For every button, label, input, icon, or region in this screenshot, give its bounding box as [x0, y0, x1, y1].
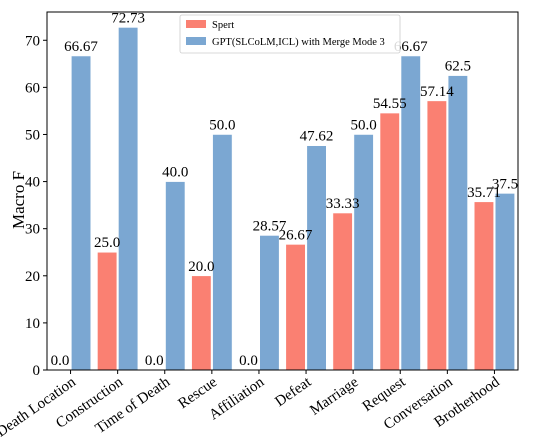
- bar-gpt-marriage: [353, 134, 374, 371]
- data-label-gpt-affiliation: 28.57: [253, 218, 287, 234]
- y-tick-label: 40: [25, 175, 40, 191]
- legend-swatch-spert: [186, 20, 206, 28]
- legend-label-spert: Spert: [212, 20, 234, 31]
- data-label-spert-rescue: 20.0: [188, 259, 214, 275]
- data-label-gpt-brotherhood: 37.5: [492, 176, 518, 192]
- data-label-spert-defeat: 26.67: [279, 227, 313, 243]
- y-tick-label: 50: [25, 127, 40, 143]
- data-label-spert-time-of-death: 0.0: [145, 353, 164, 369]
- y-tick-label: 30: [25, 222, 40, 238]
- data-label-spert-construction: 25.0: [94, 235, 120, 251]
- bar-gpt-defeat: [306, 145, 327, 371]
- data-label-gpt-construction: 72.73: [111, 10, 145, 26]
- data-label-gpt-defeat: 47.62: [300, 129, 334, 145]
- y-tick-label: 70: [25, 33, 40, 49]
- legend-label-gpt: GPT(SLCoLM,ICL) with Merge Mode 3: [212, 37, 385, 48]
- legend: Spert GPT(SLCoLM,ICL) with Merge Mode 3: [179, 14, 401, 54]
- bar-gpt-rescue: [212, 134, 233, 371]
- data-label-spert-death-location: 0.0: [51, 353, 70, 369]
- bar-gpt-construction: [118, 27, 139, 371]
- x-tick-label: Marriage: [307, 374, 361, 419]
- data-label-gpt-time-of-death: 40.0: [162, 165, 188, 181]
- data-label-gpt-conversation: 62.5: [445, 59, 471, 75]
- bar-gpt-affiliation: [259, 235, 280, 371]
- bar-spert-marriage: [332, 212, 353, 371]
- bar-gpt-death-location: [71, 55, 92, 371]
- data-label-spert-marriage: 33.33: [326, 196, 360, 212]
- bar-spert-defeat: [285, 244, 306, 371]
- bar-gpt-brotherhood: [494, 193, 516, 371]
- data-label-gpt-death-location: 66.67: [64, 39, 98, 55]
- bars-layer: [71, 27, 516, 371]
- bar-spert-rescue: [191, 275, 212, 371]
- y-tick-label: 10: [25, 316, 40, 332]
- bar-spert-brotherhood: [473, 201, 495, 371]
- data-label-spert-conversation: 57.14: [420, 84, 454, 100]
- x-tick-label: Death Location: [0, 374, 79, 441]
- legend-swatch-gpt: [186, 37, 206, 45]
- y-tick-label: 20: [25, 269, 40, 285]
- y-axis-title: Macro F: [9, 171, 28, 229]
- axes-layer: [43, 11, 519, 374]
- data-label-spert-affiliation: 0.0: [239, 353, 258, 369]
- y-tick-label: 0: [33, 363, 41, 379]
- bar-spert-request: [379, 112, 400, 371]
- y-tick-label: 60: [25, 80, 40, 96]
- data-label-gpt-request: 66.67: [394, 39, 428, 55]
- data-label-gpt-marriage: 50.0: [351, 117, 377, 133]
- legend-box: [179, 14, 401, 54]
- bar-gpt-time-of-death: [165, 181, 186, 371]
- bar-spert-conversation: [426, 100, 447, 371]
- bar-gpt-conversation: [447, 75, 468, 371]
- plot-frame: [46, 11, 519, 371]
- data-label-gpt-rescue: 50.0: [209, 117, 235, 133]
- data-label-spert-brotherhood: 35.71: [467, 185, 501, 201]
- data-label-spert-request: 54.55: [373, 96, 407, 112]
- bar-spert-construction: [97, 251, 118, 371]
